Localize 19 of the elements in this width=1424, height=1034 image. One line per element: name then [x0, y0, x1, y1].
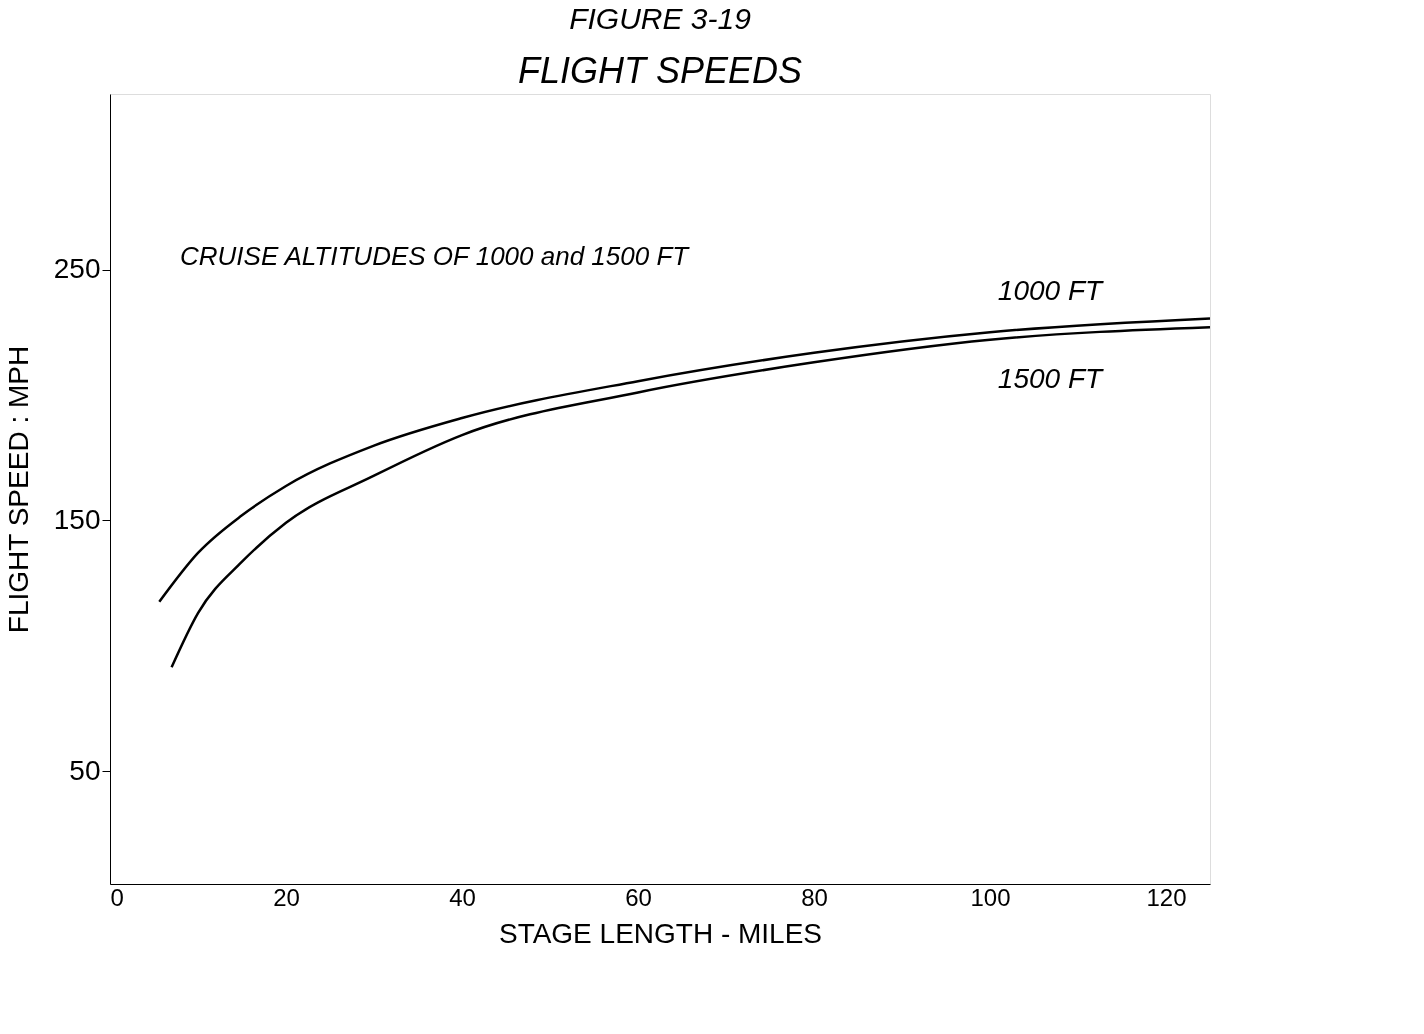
chart-title: FIGURE 3-19 — [569, 2, 752, 35]
x-axis-title: STAGE LENGTH - MILES — [498, 917, 823, 949]
x-tick-label: 40 — [449, 883, 476, 911]
series-label: 1500 FT — [997, 362, 1105, 394]
line-series — [170, 325, 1212, 669]
x-tick-label: 20 — [273, 883, 300, 911]
y-tick-label: 250 — [53, 253, 101, 285]
x-tick-label: 60 — [625, 883, 652, 911]
line-series — [158, 317, 1212, 604]
y-axis-title: FLIGHT SPEED : MPH — [2, 345, 34, 634]
annotation: CRUISE ALTITUDES OF 1000 and 1500 FT — [180, 241, 691, 271]
chart-subtitle: FLIGHT SPEEDS — [517, 50, 803, 91]
x-tick-label: 80 — [801, 883, 828, 911]
y-tick-label: 50 — [69, 754, 101, 786]
y-tick-label: 150 — [53, 503, 101, 535]
x-tick-label: 120 — [1146, 883, 1187, 911]
series-label: 1000 FT — [997, 275, 1105, 307]
x-tick-label: 100 — [970, 883, 1011, 911]
x-tick-label: 0 — [110, 883, 124, 911]
